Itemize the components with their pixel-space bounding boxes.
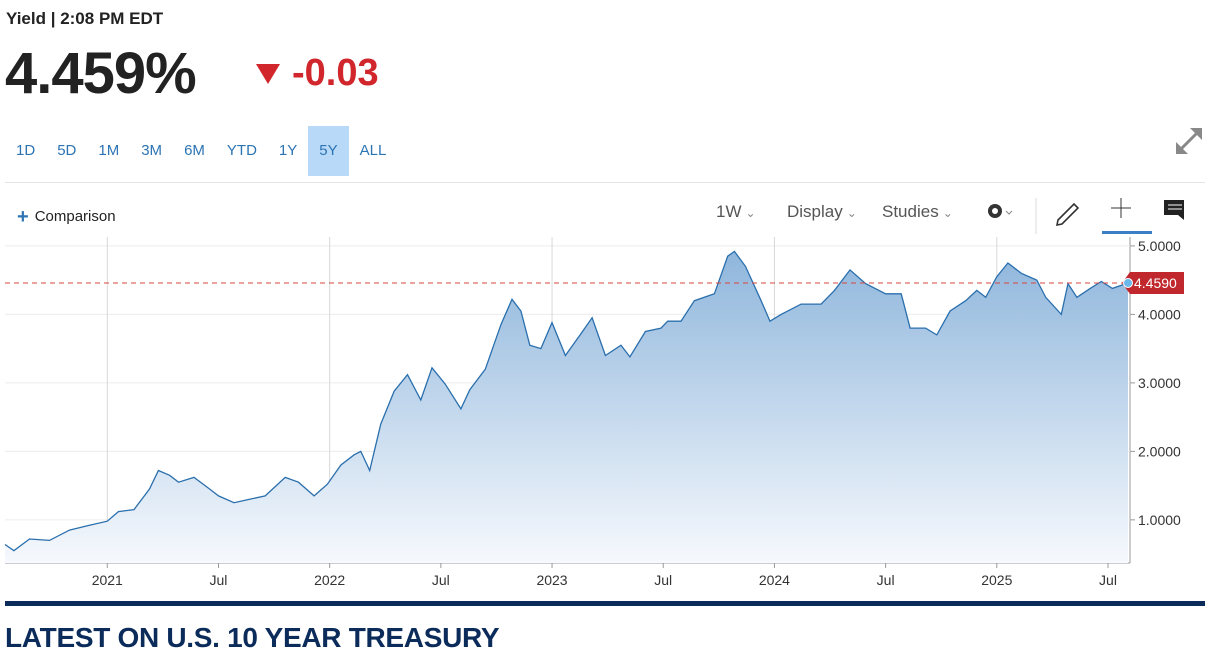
down-arrow [256,64,280,84]
comparison-button[interactable]: + Comparison [17,206,116,228]
display-menu[interactable]: Display ⌄ [787,202,857,221]
y-tick-label: 4.0000 [1138,306,1181,322]
x-tick-label: 2022 [314,572,345,588]
tool-icons [988,198,1184,234]
display-label: Display [787,202,843,221]
quote-label: Yield | 2:08 PM EDT [6,9,164,28]
area-fill [5,251,1128,563]
range-bar: 1D 5D 1M 3M 6M YTD 1Y 5Y ALL [5,126,397,176]
studies-menu[interactable]: Studies ⌄ [882,202,953,221]
x-tick-label: 2021 [92,572,123,588]
section-rule [5,601,1205,606]
divider [5,182,1205,183]
series-line [4,250,1129,552]
range-button[interactable]: 1D [16,142,36,159]
range-button[interactable]: 5D [57,142,77,159]
x-tick-label: 2023 [536,572,567,588]
range-button[interactable]: 5Y [308,126,349,176]
expand-button[interactable] [1172,124,1206,158]
y-tick-label: 3.0000 [1138,375,1181,391]
chart: 1.0000 2.0000 3.0000 4.0000 5.0000 2021 Jul 202… [4,237,1184,588]
interval-label: 1W [716,202,742,221]
x-tick-label: 2024 [759,572,790,588]
last-price-label: 4.4590 [1134,275,1177,291]
range-button[interactable]: 1M [98,142,120,159]
studies-label: Studies [882,202,939,221]
comment-icon[interactable] [1164,200,1184,220]
x-tick-label: Jul [210,572,228,588]
settings-icon[interactable] [988,204,1013,218]
range-button[interactable]: ALL [359,142,387,159]
x-tick-label: Jul [1099,572,1117,588]
section-heading: LATEST ON U.S. 10 YEAR TREASURY [5,622,500,653]
x-tick-label: 2025 [981,572,1012,588]
last-price-dot [1123,277,1133,288]
y-tick-label: 5.0000 [1138,238,1181,254]
range-button[interactable]: 1Y [278,142,298,159]
y-tick-label: 2.0000 [1138,443,1181,459]
x-tick-label: Jul [877,572,895,588]
quote-price: 4.459% [5,41,197,106]
comparison-label: Comparison [34,208,116,225]
crosshair-icon[interactable] [1102,198,1152,234]
last-price-tag [1122,271,1184,294]
range-button[interactable]: YTD [226,142,257,159]
range-button[interactable]: 3M [141,142,163,159]
draw-icon[interactable] [1055,202,1080,227]
interval-menu[interactable]: 1W ⌄ [716,202,756,221]
x-tick-label: Jul [432,572,450,588]
quote-change: -0.03 [292,52,379,94]
x-tick-label: Jul [654,572,672,588]
y-tick-label: 1.0000 [1138,512,1181,528]
range-button[interactable]: 6M [184,142,205,159]
